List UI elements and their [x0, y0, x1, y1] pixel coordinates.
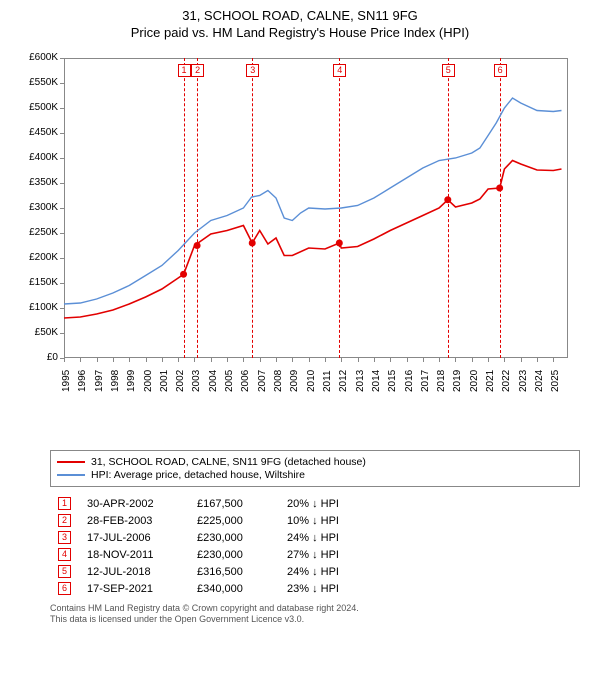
- copyright-line2: This data is licensed under the Open Gov…: [50, 614, 580, 625]
- sale-dot: [496, 185, 503, 192]
- table-row: 1 30-APR-2002£167,50020% ↓ HPI: [50, 495, 347, 512]
- x-tick-label: 2000: [143, 370, 154, 392]
- x-tick-label: 2014: [371, 370, 382, 392]
- x-tick-label: 2017: [420, 370, 431, 392]
- sale-pct: 20% ↓ HPI: [279, 495, 347, 512]
- table-row: 2 28-FEB-2003£225,00010% ↓ HPI: [50, 512, 347, 529]
- sale-date: 17-SEP-2021: [79, 580, 189, 597]
- sale-date: 17-JUL-2006: [79, 529, 189, 546]
- table-row: 5 12-JUL-2018£316,50024% ↓ HPI: [50, 563, 347, 580]
- chart-svg: [20, 48, 578, 368]
- sale-pct: 27% ↓ HPI: [279, 546, 347, 563]
- x-tick-label: 2006: [240, 370, 251, 392]
- x-tick-label: 1998: [110, 370, 121, 392]
- x-tick-label: 2001: [159, 370, 170, 392]
- sale-date: 28-FEB-2003: [79, 512, 189, 529]
- table-row: 4 18-NOV-2011£230,00027% ↓ HPI: [50, 546, 347, 563]
- sale-date: 18-NOV-2011: [79, 546, 189, 563]
- sale-dot: [444, 196, 451, 203]
- x-tick-label: 2007: [257, 370, 268, 392]
- x-tick-label: 2009: [289, 370, 300, 392]
- x-tick-label: 2012: [338, 370, 349, 392]
- sale-price: £316,500: [189, 563, 279, 580]
- sale-date: 12-JUL-2018: [79, 563, 189, 580]
- sale-row-number: 3: [58, 531, 71, 544]
- table-row: 3 17-JUL-2006£230,00024% ↓ HPI: [50, 529, 347, 546]
- sale-row-number: 5: [58, 565, 71, 578]
- x-tick-label: 2003: [191, 370, 202, 392]
- sale-row-number: 6: [58, 582, 71, 595]
- sale-pct: 10% ↓ HPI: [279, 512, 347, 529]
- x-tick-label: 1999: [126, 370, 137, 392]
- legend-label: 31, SCHOOL ROAD, CALNE, SN11 9FG (detach…: [91, 456, 366, 468]
- copyright: Contains HM Land Registry data © Crown c…: [50, 603, 580, 626]
- x-tick-label: 2018: [436, 370, 447, 392]
- x-tick-label: 2022: [501, 370, 512, 392]
- sale-row-number: 4: [58, 548, 71, 561]
- x-tick-label: 2019: [452, 370, 463, 392]
- copyright-line1: Contains HM Land Registry data © Crown c…: [50, 603, 580, 614]
- sale-date: 30-APR-2002: [79, 495, 189, 512]
- sale-price: £167,500: [189, 495, 279, 512]
- sales-table: 1 30-APR-2002£167,50020% ↓ HPI 2 28-FEB-200…: [50, 495, 347, 597]
- x-tick-label: 2020: [469, 370, 480, 392]
- series-property: [64, 161, 562, 319]
- x-tick-label: 2015: [387, 370, 398, 392]
- chart-subtitle: Price paid vs. HM Land Registry's House …: [10, 25, 590, 40]
- x-tick-label: 2013: [355, 370, 366, 392]
- sale-dot: [194, 242, 201, 249]
- legend: 31, SCHOOL ROAD, CALNE, SN11 9FG (detach…: [50, 450, 580, 487]
- x-tick-label: 2008: [273, 370, 284, 392]
- sale-dot: [249, 240, 256, 247]
- sale-dot: [336, 240, 343, 247]
- x-tick-label: 1997: [94, 370, 105, 392]
- x-tick-label: 2004: [208, 370, 219, 392]
- legend-swatch: [57, 474, 85, 476]
- x-tick-label: 2005: [224, 370, 235, 392]
- x-tick-label: 1996: [77, 370, 88, 392]
- x-tick-label: 2016: [404, 370, 415, 392]
- sale-row-number: 1: [58, 497, 71, 510]
- sale-dot: [180, 271, 187, 278]
- sale-pct: 23% ↓ HPI: [279, 580, 347, 597]
- sale-price: £230,000: [189, 529, 279, 546]
- x-tick-label: 2023: [518, 370, 529, 392]
- x-tick-label: 2025: [550, 370, 561, 392]
- sale-price: £340,000: [189, 580, 279, 597]
- x-tick-label: 2021: [485, 370, 496, 392]
- x-tick-label: 2011: [322, 370, 333, 392]
- sale-pct: 24% ↓ HPI: [279, 563, 347, 580]
- sale-price: £225,000: [189, 512, 279, 529]
- x-tick-label: 2002: [175, 370, 186, 392]
- table-row: 6 17-SEP-2021£340,00023% ↓ HPI: [50, 580, 347, 597]
- legend-item: HPI: Average price, detached house, Wilt…: [57, 469, 573, 481]
- x-tick-label: 2010: [306, 370, 317, 392]
- series-hpi: [64, 98, 562, 304]
- legend-swatch: [57, 461, 85, 463]
- x-tick-label: 2024: [534, 370, 545, 392]
- chart-title: 31, SCHOOL ROAD, CALNE, SN11 9FG: [10, 8, 590, 23]
- sale-price: £230,000: [189, 546, 279, 563]
- legend-label: HPI: Average price, detached house, Wilt…: [91, 469, 305, 481]
- chart-area: £0£50K£100K£150K£200K£250K£300K£350K£400…: [20, 48, 580, 408]
- legend-item: 31, SCHOOL ROAD, CALNE, SN11 9FG (detach…: [57, 456, 573, 468]
- sale-pct: 24% ↓ HPI: [279, 529, 347, 546]
- x-tick-label: 1995: [61, 370, 72, 392]
- sale-row-number: 2: [58, 514, 71, 527]
